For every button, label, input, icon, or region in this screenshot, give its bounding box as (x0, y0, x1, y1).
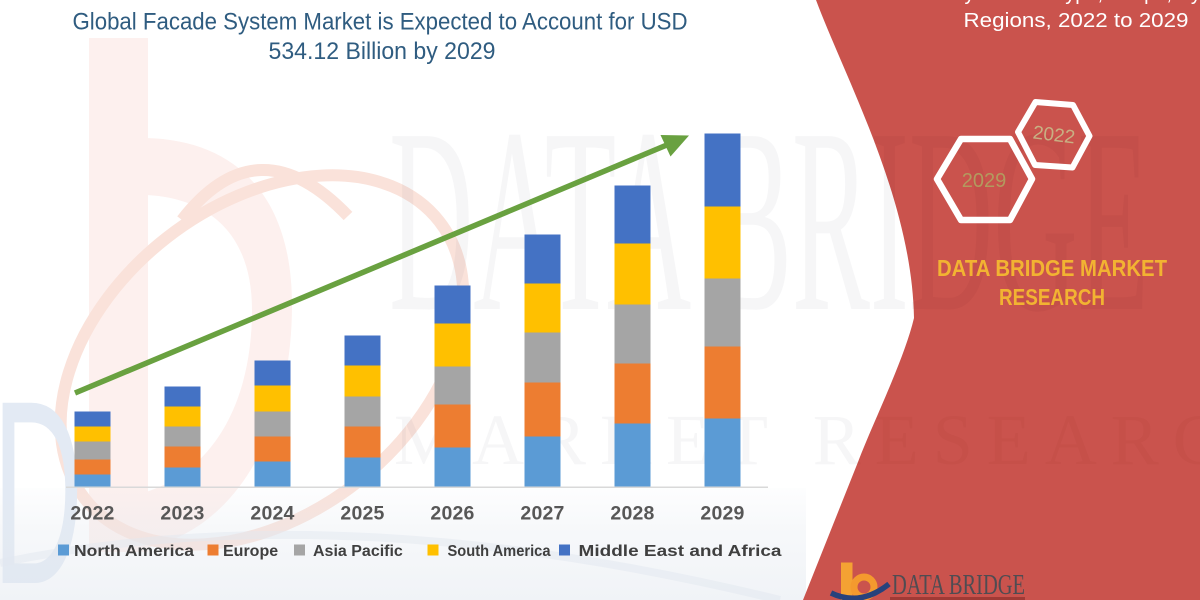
svg-text:Asia Pacific: Asia Pacific (313, 543, 403, 560)
svg-text:Middle East and Africa: Middle East and Africa (579, 543, 782, 560)
svg-text:South America: South America (448, 543, 551, 560)
svg-text:2024: 2024 (250, 503, 294, 525)
svg-text:2022: 2022 (1032, 122, 1077, 148)
svg-text:DATA BRIDGE MARKET: DATA BRIDGE MARKET (937, 255, 1167, 281)
svg-text:2025: 2025 (340, 503, 384, 525)
svg-text:2027: 2027 (520, 503, 564, 525)
svg-text:North America: North America (74, 543, 194, 560)
svg-text:RESEARCH: RESEARCH (999, 284, 1105, 310)
svg-text:2023: 2023 (160, 503, 204, 525)
svg-text:Global Facade System Market is: Global Facade System Market is Expected … (73, 9, 688, 36)
svg-text:2029: 2029 (962, 170, 1007, 192)
svg-text:2029: 2029 (700, 503, 744, 525)
svg-text:2026: 2026 (430, 503, 474, 525)
svg-text:2028: 2028 (610, 503, 654, 525)
svg-text:By Product Type, Shape, By: By Product Type, Shape, By (951, 0, 1200, 5)
svg-text:DATA BRIDGE: DATA BRIDGE (892, 569, 1025, 600)
svg-text:534.12 Billion by 2029: 534.12 Billion by 2029 (269, 38, 496, 65)
svg-text:Europe: Europe (223, 543, 278, 560)
svg-text:2022: 2022 (70, 503, 114, 525)
svg-text:Regions, 2022 to 2029: Regions, 2022 to 2029 (964, 10, 1189, 32)
